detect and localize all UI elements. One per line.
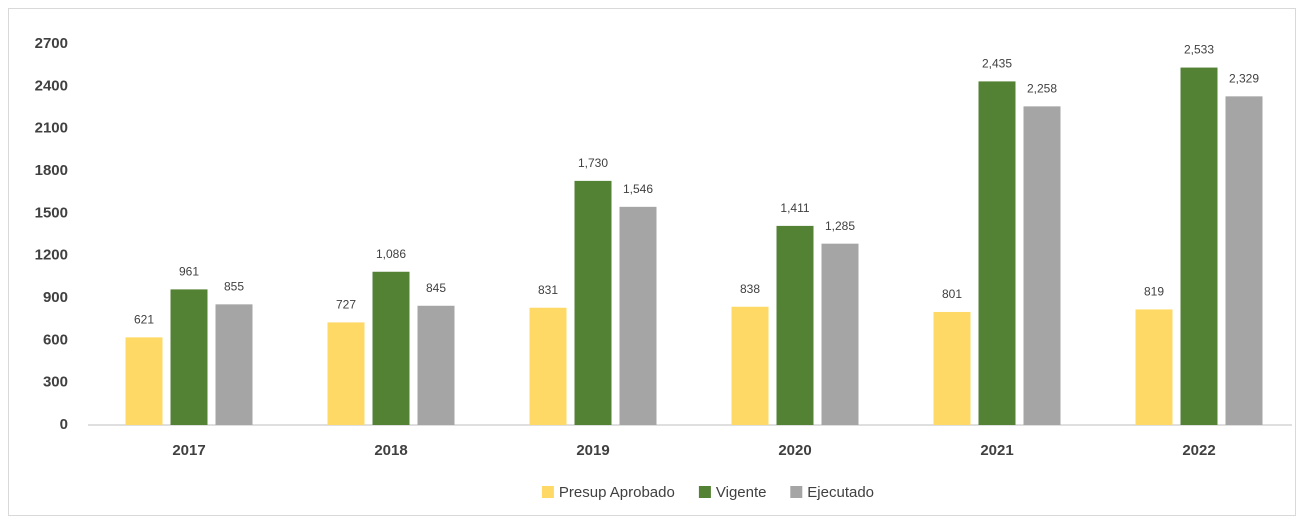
data-label: 831 [538, 283, 558, 297]
data-label: 2,258 [1027, 82, 1057, 96]
x-tick-label: 2020 [778, 442, 811, 459]
data-label: 1,546 [623, 182, 653, 196]
y-tick-label: 300 [43, 374, 68, 391]
y-tick-label: 900 [43, 289, 68, 306]
data-label: 1,086 [376, 247, 406, 261]
x-tick-label: 2019 [576, 442, 609, 459]
data-label: 961 [179, 265, 199, 279]
data-label: 2,533 [1184, 43, 1214, 57]
bar [1135, 309, 1173, 425]
y-tick-label: 1800 [35, 162, 68, 179]
data-label: 801 [942, 287, 962, 301]
legend-swatch [541, 486, 554, 498]
bar [327, 322, 365, 425]
data-label: 621 [134, 313, 154, 327]
bar [933, 311, 971, 425]
y-tick-label: 1500 [35, 204, 68, 221]
bar [529, 307, 567, 425]
y-tick-label: 2400 [35, 77, 68, 94]
data-label: 2,435 [982, 57, 1012, 71]
bar [574, 180, 612, 425]
data-label: 1,285 [825, 219, 855, 233]
legend-swatch [790, 486, 803, 498]
bar [731, 306, 769, 425]
data-label: 845 [426, 281, 446, 295]
x-tick-label: 2018 [374, 442, 407, 459]
data-label: 727 [336, 298, 356, 312]
y-tick-label: 0 [60, 416, 68, 433]
legend-label: Presup Aprobado [559, 484, 675, 501]
data-label: 838 [740, 282, 760, 296]
bar [978, 81, 1016, 426]
bar [125, 337, 163, 425]
y-tick-label: 600 [43, 331, 68, 348]
bar [170, 289, 208, 425]
y-tick-label: 2700 [35, 35, 68, 52]
legend-swatch [698, 486, 711, 498]
x-tick-label: 2021 [980, 442, 1013, 459]
data-label: 1,730 [578, 156, 608, 170]
bar [821, 243, 859, 425]
x-tick-label: 2017 [172, 442, 205, 459]
data-label: 855 [224, 280, 244, 294]
x-tick-label: 2022 [1182, 442, 1215, 459]
data-label: 1,411 [780, 201, 809, 215]
bar [1225, 96, 1263, 425]
bar [417, 305, 455, 425]
bar [372, 271, 410, 425]
bar [776, 225, 814, 425]
y-tick-label: 1200 [35, 247, 68, 264]
bar [1023, 106, 1061, 426]
bar [619, 206, 657, 425]
data-label: 2,329 [1229, 72, 1259, 86]
legend-label: Vigente [716, 484, 767, 501]
data-label: 819 [1144, 285, 1164, 299]
legend-label: Ejecutado [807, 484, 874, 501]
bar [1180, 67, 1218, 425]
bar [215, 304, 253, 425]
y-tick-label: 2100 [35, 120, 68, 137]
